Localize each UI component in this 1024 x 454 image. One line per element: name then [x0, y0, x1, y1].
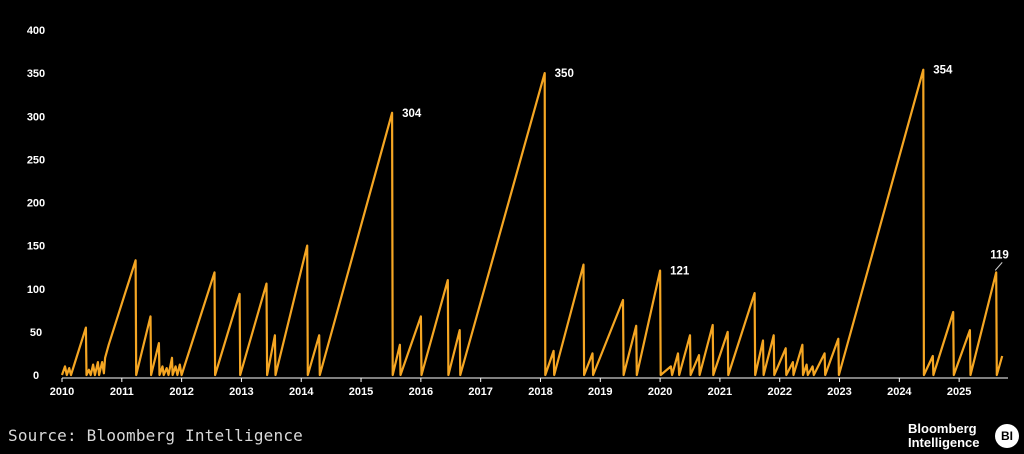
x-tick-label: 2019 [588, 386, 612, 398]
x-tick-label: 2012 [169, 386, 193, 398]
annotation-leader [994, 262, 1003, 271]
logo-badge: BI [995, 424, 1019, 448]
x-tick-label: 2022 [767, 386, 791, 398]
x-tick-label: 2021 [708, 386, 732, 398]
y-axis: 0 50 100 150 200 250 300 350 400 [27, 25, 45, 382]
source-note: Source: Bloomberg Intelligence [8, 426, 303, 445]
x-tick-label: 2018 [528, 386, 552, 398]
x-tick-label: 2016 [409, 386, 433, 398]
y-tick-label: 350 [27, 68, 45, 80]
y-tick-label: 0 [33, 370, 39, 382]
x-tick-label: 2015 [349, 386, 373, 398]
x-tick-label: 2020 [648, 386, 672, 398]
y-tick-label: 150 [27, 241, 45, 253]
y-tick-label: 300 [27, 111, 45, 123]
peak-data-label: 304 [402, 108, 422, 120]
logo-line2: Intelligence [908, 435, 980, 450]
x-tick-label: 2025 [947, 386, 971, 398]
peak-data-label: 350 [555, 68, 574, 80]
y-tick-label: 200 [27, 198, 45, 210]
series-line [60, 68, 1004, 377]
x-tick-label: 2023 [827, 386, 851, 398]
bloomberg-intelligence-logo: Bloomberg Intelligence BI [908, 420, 1020, 454]
y-tick-label: 100 [27, 284, 45, 296]
x-tick-label: 2011 [110, 386, 134, 398]
series-layer [60, 68, 1004, 377]
x-tick-label: 2010 [50, 386, 74, 398]
x-tick-label: 2024 [887, 386, 912, 398]
peak-data-label: 119 [990, 249, 1009, 261]
logo-line1: Bloomberg [908, 421, 977, 436]
x-axis: 2010 2011 2012 2013 2014 2015 2016 2017 2018 2019… [50, 377, 1008, 398]
peak-data-label: 354 [933, 65, 953, 77]
logo-text: Bloomberg Intelligence [908, 422, 992, 450]
x-tick-label: 2014 [289, 386, 314, 398]
annotations: 304 350 121 354 119 [402, 65, 1009, 278]
y-tick-label: 250 [27, 154, 45, 166]
x-tick-label: 2017 [468, 386, 492, 398]
peak-data-label: 121 [670, 266, 690, 278]
y-tick-label: 400 [27, 25, 45, 37]
x-tick-label: 2013 [229, 386, 253, 398]
y-tick-label: 50 [30, 327, 42, 339]
